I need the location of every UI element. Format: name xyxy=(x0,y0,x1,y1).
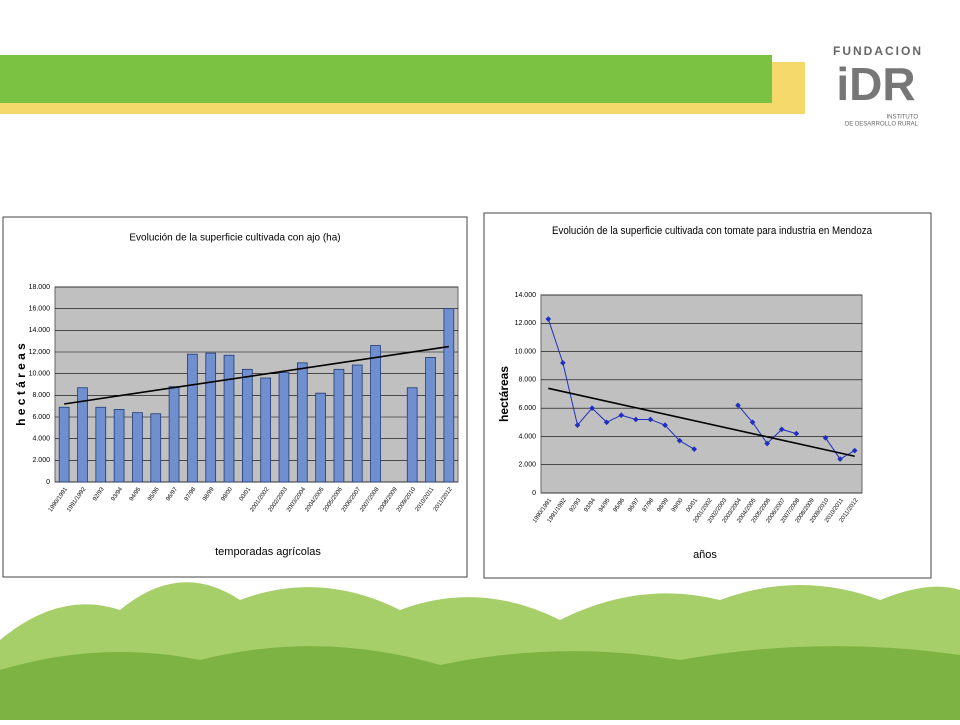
y-tick-label: 8.000 xyxy=(32,392,50,399)
data-point xyxy=(735,402,741,409)
bar xyxy=(150,413,162,483)
data-point xyxy=(764,440,770,447)
data-point xyxy=(822,435,829,441)
data-point xyxy=(560,360,566,366)
y-tick-label: 14.000 xyxy=(29,327,51,334)
data-point xyxy=(851,447,858,454)
green-band xyxy=(0,55,772,103)
y-tick-label: 0 xyxy=(46,479,50,486)
bar xyxy=(205,352,217,483)
bar xyxy=(443,308,455,483)
y-tick-label: 16.000 xyxy=(29,306,51,313)
bar xyxy=(278,372,290,483)
data-point xyxy=(647,416,654,423)
bar xyxy=(132,412,143,483)
y-tick-label: 8.000 xyxy=(518,377,536,384)
logo-top: FUNDACION xyxy=(833,44,923,58)
plot-area xyxy=(540,294,863,494)
bar xyxy=(370,345,381,483)
x-axis-label: años xyxy=(693,549,717,561)
bar xyxy=(315,392,326,483)
data-point xyxy=(662,422,668,428)
data-point xyxy=(691,446,698,452)
bar xyxy=(351,364,363,483)
y-tick-label: 12.000 xyxy=(29,349,51,356)
y-axis-label: h e c t á r e a s xyxy=(14,343,28,426)
y-tick-label: 14.000 xyxy=(515,292,537,299)
logo-mark: iDR xyxy=(836,58,915,110)
data-point xyxy=(574,422,581,428)
bottom-decoration xyxy=(0,646,960,720)
data-point xyxy=(603,419,610,426)
data-point xyxy=(749,419,756,426)
data-point xyxy=(793,430,800,437)
data-point xyxy=(633,416,639,423)
bar xyxy=(58,406,70,483)
y-tick-label: 10.000 xyxy=(29,371,51,378)
y-tick-label: 2.000 xyxy=(32,457,50,464)
bar xyxy=(425,357,436,483)
y-tick-label: 2.000 xyxy=(518,462,536,469)
bar xyxy=(296,362,308,483)
data-point xyxy=(545,316,552,322)
chart-title: Evolución de la superficie cultivada con… xyxy=(552,225,873,237)
bar xyxy=(241,368,253,483)
y-tick-label: 0 xyxy=(532,490,536,497)
chart-title: Evolución de la superficie cultivada con… xyxy=(129,233,340,244)
y-tick-label: 12.000 xyxy=(515,320,537,327)
y-tick-label: 18.000 xyxy=(29,284,51,291)
bar xyxy=(187,353,198,483)
data-point xyxy=(618,412,625,419)
trend-line xyxy=(548,387,855,458)
y-tick-label: 6.000 xyxy=(518,405,536,412)
bar xyxy=(95,406,107,483)
y-tick-label: 4.000 xyxy=(32,436,50,443)
bar xyxy=(333,368,345,483)
data-point xyxy=(837,456,843,462)
y-tick-label: 6.000 xyxy=(32,414,50,421)
logo-line1: INSTITUTO xyxy=(886,115,918,121)
trend-line xyxy=(64,345,449,405)
y-tick-label: 4.000 xyxy=(518,433,536,440)
bar xyxy=(168,386,180,483)
data-point xyxy=(589,405,595,411)
bar xyxy=(260,377,272,483)
bar xyxy=(406,387,418,483)
bar xyxy=(77,387,88,483)
y-axis-label: hectáreas xyxy=(497,366,511,422)
logo-line2: DE DESARROLLO RURAL xyxy=(845,122,919,128)
bar xyxy=(113,409,125,483)
x-axis-label: temporadas agrícolas xyxy=(215,546,321,558)
bar xyxy=(223,354,235,483)
data-point xyxy=(778,426,785,433)
data-point xyxy=(676,437,683,444)
y-tick-label: 10.000 xyxy=(515,348,537,355)
